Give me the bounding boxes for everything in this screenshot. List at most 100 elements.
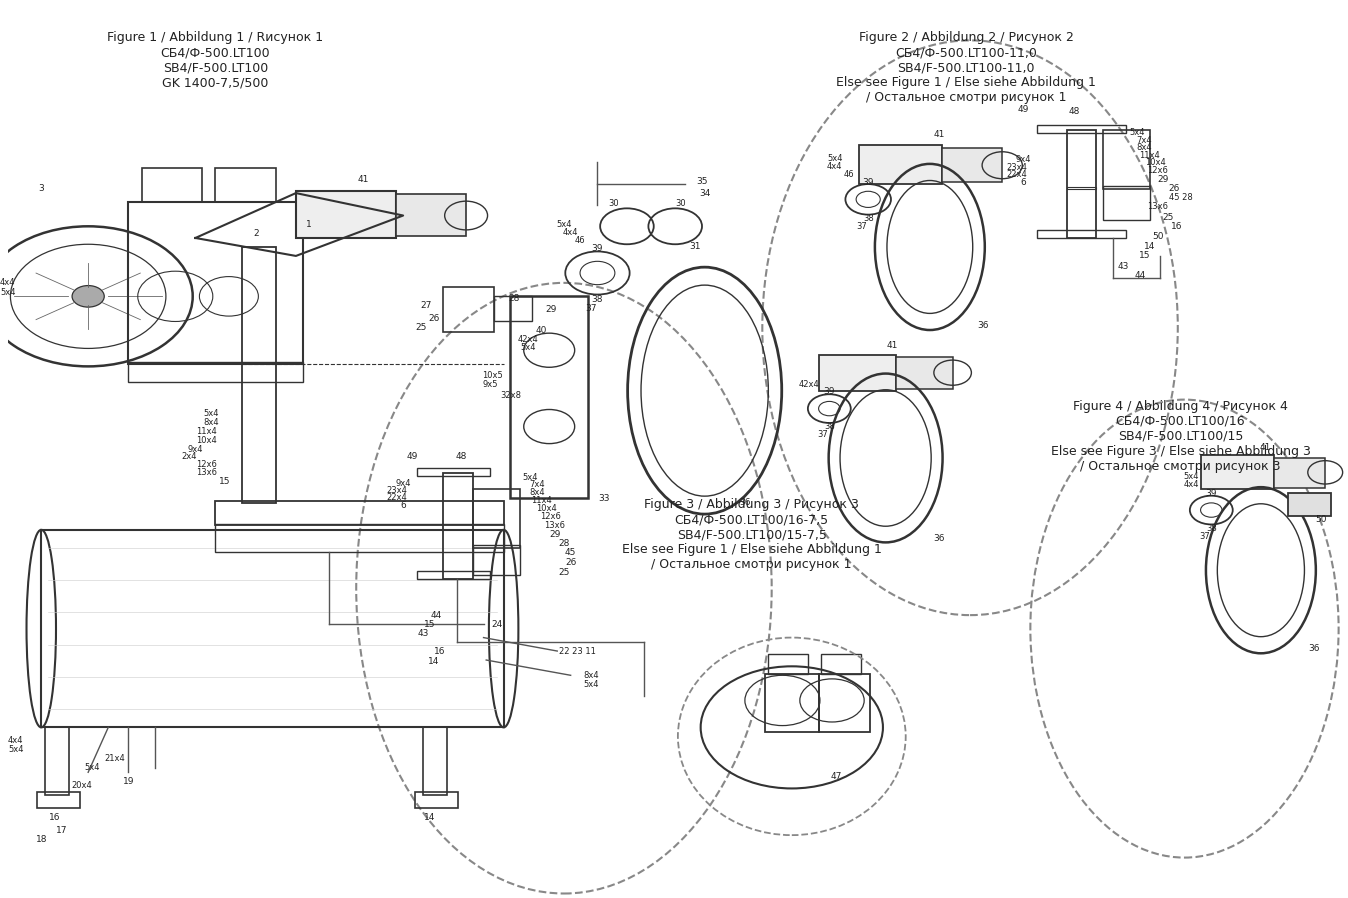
Text: 44: 44	[431, 611, 442, 620]
Text: 10x4: 10x4	[1144, 158, 1166, 167]
Text: 5x4: 5x4	[1184, 472, 1198, 481]
Text: Figure 1 / Abbildung 1 / Rисунок 1
СБ4/Ф-500.LT100
SB4/F-500.LT100
GK 1400-7,5/5: Figure 1 / Abbildung 1 / Rисунок 1 СБ4/Ф…	[108, 31, 324, 90]
Text: 45: 45	[565, 548, 577, 557]
Text: 37: 37	[856, 222, 867, 231]
Bar	[1103, 186, 1150, 220]
Text: 9x4: 9x4	[187, 445, 204, 453]
Text: 39: 39	[592, 244, 603, 253]
Text: 13x6: 13x6	[545, 521, 565, 530]
Text: 41: 41	[1259, 443, 1271, 452]
Bar	[128, 202, 302, 364]
Bar	[243, 247, 276, 503]
Text: 7x4: 7x4	[530, 480, 545, 489]
Bar	[38, 792, 80, 808]
Bar	[417, 571, 491, 579]
Text: 8x4: 8x4	[1136, 143, 1153, 152]
Text: 46: 46	[574, 236, 585, 245]
Bar	[128, 362, 302, 382]
Text: 29: 29	[1158, 175, 1169, 184]
Text: 5x4: 5x4	[8, 745, 23, 754]
Text: Figure 4 / Abbildung 4 / Рисунок 4
СБ4/Ф-500.LT100/16
SB4/F-500.LT100/15
Else se: Figure 4 / Abbildung 4 / Рисунок 4 СБ4/Ф…	[1050, 400, 1310, 472]
Text: 15: 15	[425, 620, 435, 629]
Text: 5x4: 5x4	[523, 473, 538, 482]
Text: 3: 3	[38, 184, 44, 193]
Text: 9x5: 9x5	[483, 380, 497, 389]
Text: 33: 33	[599, 494, 609, 503]
Text: 26: 26	[565, 558, 577, 567]
Bar	[216, 524, 504, 552]
Text: 28: 28	[508, 294, 520, 303]
Text: 43: 43	[1117, 262, 1128, 271]
Bar	[473, 489, 520, 548]
Text: 6: 6	[1020, 178, 1027, 187]
Bar	[216, 501, 504, 525]
Text: 5x4: 5x4	[0, 288, 15, 297]
Bar	[1037, 125, 1126, 133]
Text: 5x4: 5x4	[826, 154, 842, 163]
Text: Figure 3 / Abbildung 3 / Рисунок 3
СБ4/Ф-500.LT100/16-7,5
SB4/F-500.LT100/15-7,5: Figure 3 / Abbildung 3 / Рисунок 3 СБ4/Ф…	[621, 498, 882, 571]
Text: 50: 50	[1153, 232, 1163, 241]
Text: 21x4: 21x4	[105, 754, 125, 763]
Text: 49: 49	[1018, 105, 1030, 114]
Text: 13x6: 13x6	[1147, 202, 1169, 211]
Bar	[942, 148, 1002, 182]
Text: 20x4: 20x4	[71, 781, 92, 790]
Text: 10x5: 10x5	[483, 371, 503, 380]
Text: 30: 30	[675, 199, 686, 208]
Bar	[396, 194, 466, 236]
Text: 4x4: 4x4	[826, 162, 842, 171]
Text: 37: 37	[817, 430, 828, 439]
Text: 12x6: 12x6	[195, 460, 217, 469]
Text: 22x4: 22x4	[386, 493, 407, 502]
Bar	[443, 287, 495, 332]
Text: 40: 40	[535, 326, 547, 335]
Text: 46: 46	[844, 170, 855, 179]
Bar	[821, 654, 861, 674]
Text: 38: 38	[1206, 524, 1217, 533]
Text: 15: 15	[220, 477, 231, 486]
Text: 5x4: 5x4	[1130, 128, 1146, 137]
Text: 8x4: 8x4	[582, 671, 599, 680]
Text: 16: 16	[434, 647, 445, 656]
Text: 41: 41	[887, 341, 898, 350]
Text: 39: 39	[824, 387, 834, 396]
Text: 18: 18	[35, 835, 47, 844]
Text: 26: 26	[1169, 184, 1180, 193]
Bar	[1201, 455, 1274, 489]
Text: 17: 17	[55, 826, 67, 835]
Text: 4x4: 4x4	[0, 278, 15, 287]
Text: 14: 14	[1144, 242, 1155, 251]
Text: 34: 34	[700, 189, 710, 198]
Text: 25: 25	[415, 323, 426, 332]
Text: 49: 49	[407, 452, 418, 461]
Text: 12x6: 12x6	[1147, 166, 1169, 175]
Text: 39: 39	[1205, 489, 1217, 497]
Text: 4x4: 4x4	[8, 736, 23, 745]
Text: 6: 6	[400, 501, 406, 510]
Text: 12x6: 12x6	[541, 512, 561, 521]
Text: 29: 29	[545, 305, 557, 314]
Bar	[415, 792, 458, 808]
Bar	[423, 727, 448, 795]
Text: 42x4: 42x4	[518, 335, 538, 344]
Text: 23x4: 23x4	[386, 486, 407, 495]
Text: 2x4: 2x4	[181, 452, 197, 461]
Text: 19: 19	[123, 777, 133, 786]
Bar	[417, 468, 491, 476]
Text: 44: 44	[1135, 271, 1146, 280]
Text: 2: 2	[253, 229, 259, 238]
Text: 23x4: 23x4	[1007, 163, 1027, 172]
Text: 4x4: 4x4	[563, 228, 578, 237]
Bar	[495, 296, 532, 321]
Text: 37: 37	[1200, 532, 1211, 541]
Text: 22x4: 22x4	[1007, 170, 1027, 179]
Text: Figure 2 / Abbildung 2 / Рисунок 2
СБ4/Ф-500.LT100-11,0
SB4/F-500.LT100-11,0
Els: Figure 2 / Abbildung 2 / Рисунок 2 СБ4/Ф…	[836, 31, 1096, 104]
Text: 25: 25	[558, 568, 570, 577]
Bar	[896, 357, 953, 389]
Bar	[1274, 458, 1325, 488]
Text: 36: 36	[739, 498, 751, 507]
Bar	[766, 674, 818, 732]
Text: 25: 25	[1163, 213, 1174, 222]
Text: 1: 1	[306, 220, 313, 229]
Bar	[1103, 130, 1150, 189]
